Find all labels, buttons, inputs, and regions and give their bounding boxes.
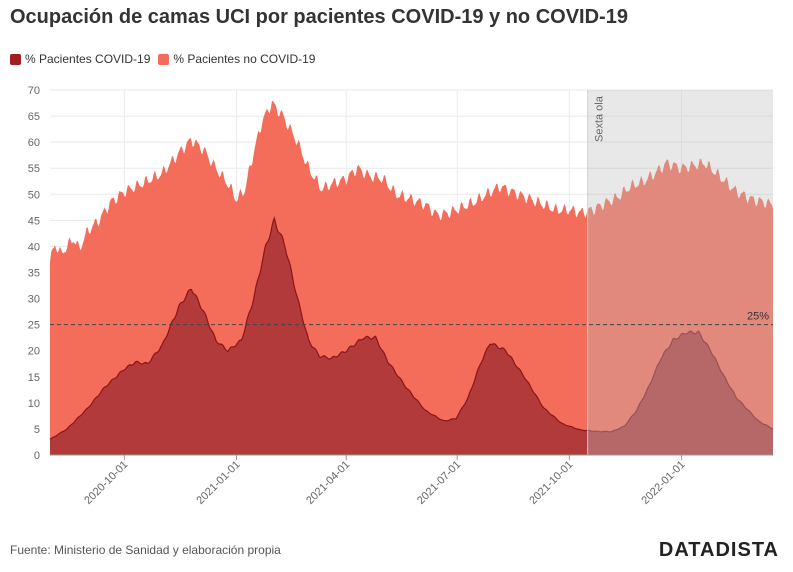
x-tick-label-2: 2021-04-01 — [304, 459, 352, 507]
reference-label: 25% — [747, 311, 769, 323]
line-covid — [49, 216, 774, 440]
legend-item-nocovid[interactable]: % Pacientes no COVID-19 — [158, 52, 315, 66]
legend-label-covid: % Pacientes COVID-19 — [25, 52, 151, 66]
y-tick-label-35: 35 — [28, 268, 40, 280]
x-tick-label-0: 2020-10-01 — [82, 459, 130, 507]
x-tick-label-1: 2021-01-01 — [194, 459, 242, 507]
y-tick-label-10: 10 — [28, 398, 40, 410]
chart-title: Ocupación de camas UCI por pacientes COV… — [10, 6, 628, 28]
x-tick-label-5: 2022-01-01 — [639, 459, 687, 507]
y-tick-label-50: 50 — [28, 189, 40, 201]
y-tick-label-65: 65 — [28, 111, 40, 123]
y-tick-label-70: 70 — [28, 85, 40, 97]
y-tick-label-15: 15 — [28, 372, 40, 384]
legend-swatch-covid — [10, 53, 21, 65]
y-tick-label-55: 55 — [28, 163, 40, 175]
band-label: Sexta ola — [594, 95, 606, 142]
y-tick-label-20: 20 — [28, 346, 40, 358]
y-tick-label-45: 45 — [28, 215, 40, 227]
y-tick-label-40: 40 — [28, 241, 40, 253]
source-note: Fuente: Ministerio de Sanidad y elaborac… — [10, 543, 281, 557]
x-tick-label-3: 2021-07-01 — [415, 459, 463, 507]
legend: % Pacientes COVID-19 % Pacientes no COVI… — [10, 52, 323, 66]
area-covid — [50, 218, 773, 455]
legend-item-covid[interactable]: % Pacientes COVID-19 — [10, 52, 150, 66]
legend-swatch-nocovid — [158, 53, 170, 65]
y-tick-label-30: 30 — [28, 294, 40, 306]
band-sexta-ola — [587, 90, 773, 455]
legend-label-nocovid: % Pacientes no COVID-19 — [173, 52, 316, 66]
y-tick-label-60: 60 — [28, 137, 40, 149]
stacked-area-chart: Sexta ola 25% 0 5 10 15 20 25 30 35 40 45 50 55 60 65 70… — [28, 85, 774, 507]
brand-logo: DATADISTA — [658, 539, 779, 561]
y-tick-label-25: 25 — [28, 320, 40, 332]
x-tick-label-4: 2021-10-01 — [527, 459, 575, 507]
y-tick-label-5: 5 — [34, 424, 40, 436]
y-tick-label-0: 0 — [34, 450, 40, 462]
